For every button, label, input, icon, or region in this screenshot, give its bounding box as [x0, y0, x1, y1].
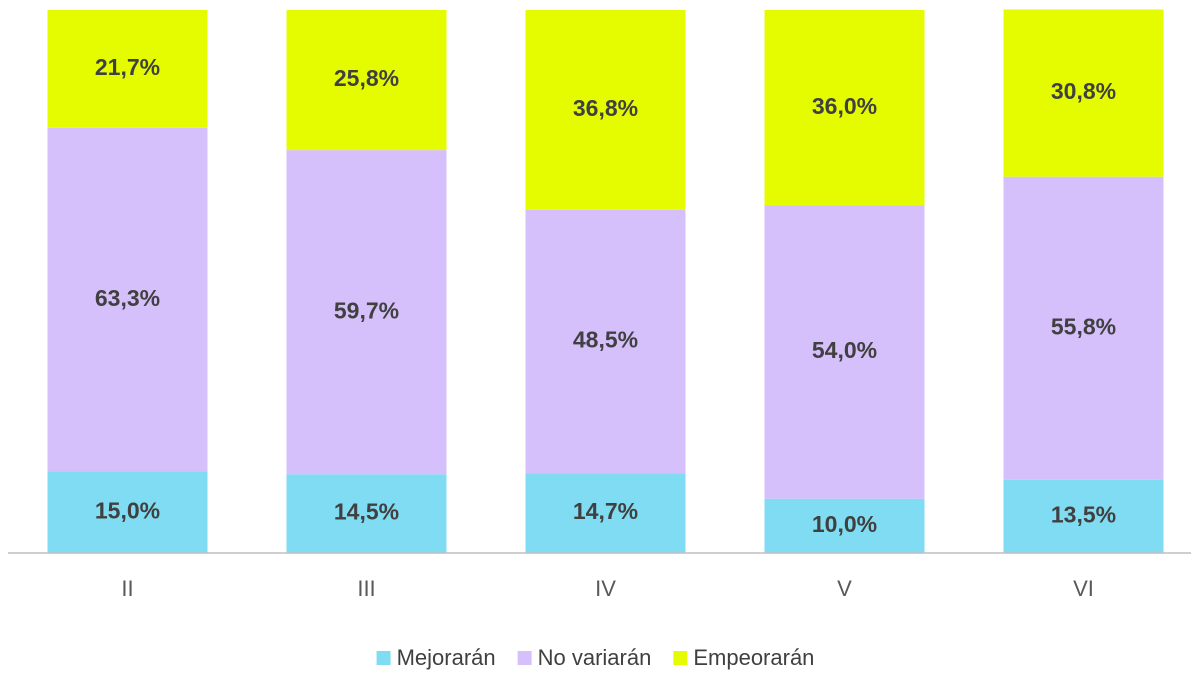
x-tick-label: II: [121, 576, 133, 601]
legend-swatch: [517, 651, 532, 665]
data-label: 13,5%: [1051, 501, 1116, 527]
data-label: 15,0%: [95, 497, 160, 523]
legend-label: Empeorarán: [693, 645, 814, 670]
bar-segment: [525, 473, 686, 553]
bar-segment: [764, 498, 925, 553]
bar-segment: [1003, 176, 1164, 480]
bar-segment: [764, 205, 925, 499]
data-label: 59,7%: [334, 297, 399, 323]
bar-segment: [525, 209, 686, 474]
legend-label: Mejorarán: [397, 645, 496, 670]
data-label: 55,8%: [1051, 313, 1116, 339]
x-tick-label: III: [357, 576, 375, 601]
data-label: 36,0%: [812, 93, 877, 119]
legend-label: No variarán: [538, 645, 652, 670]
bar-segment: [525, 10, 686, 210]
bar-segment: [47, 10, 208, 128]
bar-segment: [47, 127, 208, 472]
data-label: 63,3%: [95, 285, 160, 311]
data-label: 54,0%: [812, 337, 877, 363]
x-tick-label: V: [837, 576, 852, 601]
bar-segment: [47, 471, 208, 553]
data-label: 25,8%: [334, 65, 399, 91]
data-label: 10,0%: [812, 511, 877, 537]
bar-segment: [764, 10, 925, 206]
bar-segment: [286, 150, 447, 475]
bar-segment: [286, 10, 447, 151]
data-label: 14,7%: [573, 498, 638, 524]
legend-swatch: [673, 651, 688, 665]
legend-swatch: [376, 651, 391, 665]
data-label: 36,8%: [573, 95, 638, 121]
bar-segment: [286, 474, 447, 553]
data-label: 14,5%: [334, 499, 399, 525]
bar-segment: [1003, 9, 1164, 177]
data-label: 48,5%: [573, 327, 638, 353]
data-label: 30,8%: [1051, 78, 1116, 104]
bar-segment: [1003, 479, 1164, 553]
x-tick-label: VI: [1073, 576, 1094, 601]
x-tick-label: IV: [595, 576, 616, 601]
data-label: 21,7%: [95, 54, 160, 80]
